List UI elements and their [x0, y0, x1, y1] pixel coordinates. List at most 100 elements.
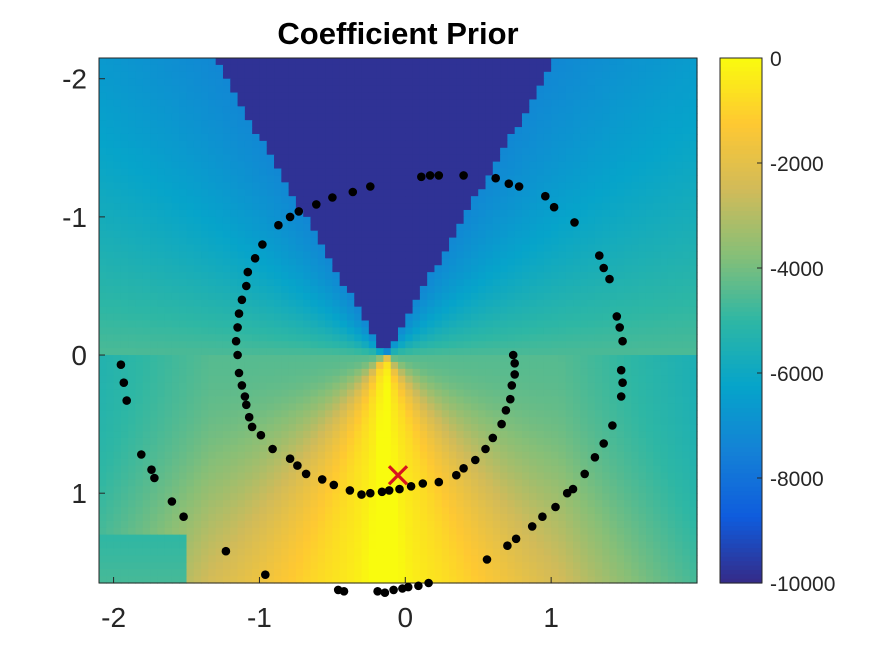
heatmap-cell	[368, 189, 377, 197]
heatmap-cell	[368, 71, 377, 80]
heatmap-cell	[99, 306, 107, 315]
heatmap-cell	[667, 327, 676, 335]
heatmap-cell	[565, 237, 574, 246]
heatmap-cell	[346, 396, 355, 404]
heatmap-cell	[157, 348, 166, 356]
heatmap-cell	[638, 368, 647, 377]
heatmap-cell	[412, 444, 421, 453]
heatmap-cell	[514, 396, 523, 404]
heatmap-cell	[354, 272, 363, 280]
heatmap-cell	[368, 361, 377, 370]
heatmap-cell	[106, 375, 115, 384]
heatmap-cell	[237, 348, 246, 356]
heatmap-cell	[120, 389, 129, 398]
heatmap-cell	[113, 355, 122, 363]
heatmap-cell	[354, 306, 363, 315]
heatmap-cell	[208, 99, 217, 107]
heatmap-cell	[310, 99, 319, 107]
heatmap-cell	[317, 216, 326, 225]
heatmap-cell	[602, 355, 611, 363]
heatmap-cell	[675, 175, 684, 183]
heatmap-cell	[274, 58, 282, 66]
heatmap-cell	[529, 444, 538, 453]
heatmap-cell	[660, 279, 669, 287]
heatmap-cell	[266, 251, 275, 259]
heatmap-cell	[412, 375, 421, 384]
heatmap-cell	[288, 472, 297, 480]
heatmap-cell	[135, 92, 144, 101]
heatmap-cell	[653, 106, 662, 114]
heatmap-cell	[470, 472, 479, 480]
heatmap-cell	[492, 382, 501, 391]
heatmap-cell	[332, 127, 341, 135]
heatmap-cell	[645, 272, 654, 280]
heatmap-cell	[332, 64, 341, 73]
heatmap-cell	[361, 341, 370, 349]
heatmap-cell	[317, 320, 326, 329]
heatmap-cell	[244, 292, 253, 301]
heatmap-cell	[653, 161, 662, 170]
heatmap-cell	[266, 237, 275, 246]
heatmap-cell	[565, 306, 574, 315]
heatmap-cell	[529, 154, 538, 163]
heatmap-cell	[551, 85, 560, 94]
heatmap-cell	[565, 444, 574, 453]
heatmap-cell	[449, 203, 457, 211]
heatmap-cell	[529, 465, 538, 474]
heatmap-cell	[398, 99, 406, 107]
heatmap-cell	[157, 285, 166, 294]
heatmap-cell	[325, 182, 333, 190]
heatmap-cell	[310, 444, 319, 453]
heatmap-cell	[259, 320, 268, 329]
heatmap-cell	[346, 161, 355, 170]
heatmap-cell	[419, 244, 428, 253]
heatmap-cell	[383, 424, 392, 432]
heatmap-cell	[383, 389, 392, 398]
heatmap-cell	[653, 292, 662, 301]
heatmap-cell	[565, 230, 574, 239]
heatmap-cell	[128, 292, 137, 301]
heatmap-cell	[113, 175, 122, 183]
heatmap-cell	[660, 133, 669, 142]
heatmap-cell	[310, 85, 319, 94]
heatmap-cell	[609, 209, 618, 218]
heatmap-cell	[675, 417, 684, 425]
heatmap-cell	[660, 458, 669, 467]
heatmap-cell	[383, 361, 392, 370]
heatmap-cell	[201, 348, 209, 356]
heatmap-cell	[164, 182, 173, 190]
heatmap-cell	[485, 458, 494, 467]
heatmap-cell	[587, 320, 596, 329]
heatmap-cell	[500, 168, 508, 177]
heatmap-cell	[106, 223, 115, 232]
heatmap-cell	[405, 410, 414, 418]
heatmap-cell	[631, 251, 640, 259]
heatmap-cell	[135, 327, 144, 335]
heatmap-cell	[492, 230, 501, 239]
heatmap-cell	[376, 64, 385, 73]
heatmap-cell	[405, 355, 414, 363]
heatmap-cell	[507, 417, 516, 425]
heatmap-cell	[624, 444, 632, 453]
heatmap-cell	[514, 361, 523, 370]
heatmap-cell	[580, 147, 589, 156]
heatmap-cell	[383, 396, 392, 404]
heatmap-cell	[412, 327, 421, 335]
heatmap-cell	[310, 175, 319, 183]
heatmap-cell	[631, 299, 640, 308]
heatmap-cell	[631, 127, 640, 135]
heatmap-cell	[543, 272, 552, 280]
heatmap-cell	[441, 127, 450, 135]
heatmap-cell	[339, 424, 348, 432]
heatmap-cell	[485, 451, 494, 460]
heatmap-cell	[135, 64, 144, 73]
heatmap-cell	[201, 431, 209, 439]
heatmap-cell	[405, 306, 414, 315]
heatmap-cell	[339, 410, 348, 418]
heatmap-cell	[303, 272, 312, 280]
heatmap-cell	[441, 106, 450, 114]
heatmap-cell	[682, 147, 691, 156]
heatmap-cell	[398, 279, 406, 287]
heatmap-cell	[434, 223, 443, 232]
heatmap-cell	[507, 451, 516, 460]
